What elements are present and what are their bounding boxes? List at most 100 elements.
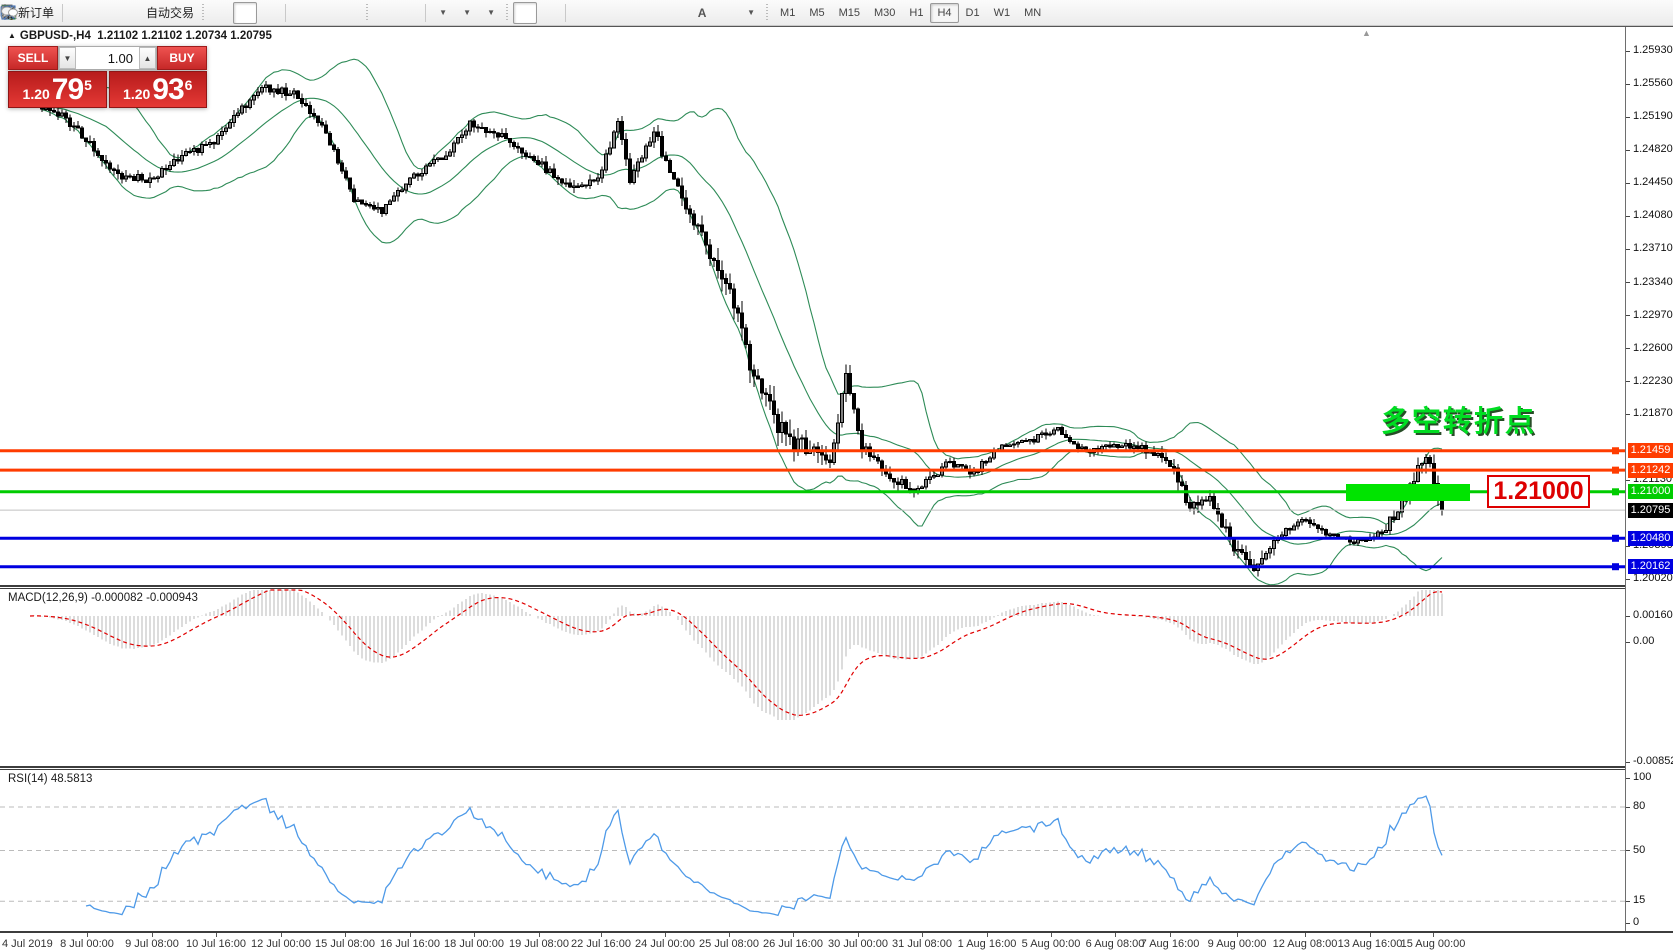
indicators-button[interactable]: ▼	[1, 2, 454, 24]
time-axis-tick	[922, 933, 923, 937]
rsi-panel-chart[interactable]	[0, 769, 1625, 931]
fibonacci-button[interactable]: F	[2, 2, 690, 24]
scale-price-badge: 1.20795	[1628, 502, 1673, 518]
arrows-button[interactable]: ▼	[4, 2, 762, 24]
timeframe-button-h4[interactable]: H4	[930, 2, 959, 23]
chart-shift-button[interactable]	[1, 2, 421, 24]
scale-tick	[1626, 479, 1630, 481]
time-axis-label: 12 Aug 08:00	[1272, 938, 1338, 950]
horizontal-line-button[interactable]	[2, 2, 618, 24]
new-order-label: 新订单	[18, 6, 55, 20]
line-anchor-handle[interactable]	[1612, 563, 1619, 571]
scale-tick-label: 1.23710	[1633, 242, 1673, 255]
trendline-button[interactable]	[2, 2, 642, 24]
time-axis-tick	[87, 933, 88, 937]
crosshair-button[interactable]	[2, 2, 561, 24]
volume-decrease-button[interactable]: ▼	[59, 47, 76, 69]
cursor-button[interactable]	[5, 1, 538, 24]
toolbar-grip[interactable]	[764, 3, 772, 22]
collapse-icon[interactable]: ▲	[8, 31, 16, 40]
market-watch-button[interactable]	[1, 2, 91, 24]
scale-tick-label: 1.22970	[1633, 308, 1673, 321]
time-axis-label: 6 Aug 08:00	[1085, 938, 1145, 950]
timeframe-button-m30[interactable]: M30	[874, 6, 896, 19]
candlestick-chart-button[interactable]	[2, 1, 258, 24]
search-button[interactable]	[1, 2, 1639, 24]
sell-button[interactable]: SELL	[8, 46, 58, 70]
time-axis-tick	[1170, 933, 1171, 937]
time-axis-label: 5 Aug 00:00	[1021, 938, 1081, 950]
line-anchor-handle[interactable]	[1612, 447, 1619, 455]
autotrading-button[interactable]: 自动交易	[2, 2, 198, 24]
main-price-chart[interactable]	[0, 27, 1625, 586]
buy-price-display[interactable]: 1.20 93 6	[108, 71, 207, 108]
timeframe-button-d1[interactable]: D1	[965, 6, 980, 19]
strategy-tester-button[interactable]	[1, 2, 139, 24]
chart-window[interactable]: ▲ GBPUSD-,H4 1.21102 1.21102 1.20734 1.20…	[0, 26, 1673, 950]
turning-point-annotation[interactable]: 多空转折点	[1381, 406, 1537, 438]
time-axis[interactable]: 4 Jul 2019 8 Jul 00:00 9 Jul 08:00 10 Jul 1…	[0, 931, 1673, 950]
time-axis-label: 10 Jul 16:00	[186, 938, 246, 950]
timeframe-buttons: M1 M5 M15 M30 H1 H4 D1 W1 MN	[773, 2, 1048, 23]
timeframe-button-m15[interactable]: M15	[838, 6, 860, 19]
panel-separator[interactable]	[0, 766, 1673, 770]
time-axis-label: 22 Jul 16:00	[571, 938, 631, 950]
timeframe-button-w1[interactable]: W1	[993, 6, 1011, 19]
toolbar-grip[interactable]	[364, 3, 372, 22]
periods-dropdown-arrow[interactable]: ▼	[463, 8, 471, 17]
data-window-button[interactable]	[0, 2, 115, 24]
toolbar-grip[interactable]	[504, 3, 512, 22]
chat-button[interactable]	[1, 2, 1663, 24]
chart-shift-marker[interactable]: ▲	[1362, 28, 1371, 38]
scale-tick-label: 1.24450	[1633, 176, 1673, 189]
text-label-button[interactable]: T	[1, 2, 738, 24]
bollinger-lower-band[interactable]	[33, 104, 1443, 586]
text-icon: A	[697, 5, 707, 20]
rsi-line	[85, 795, 1443, 917]
volume-input[interactable]	[76, 47, 139, 69]
key-level-price-label[interactable]: 1.21000	[1487, 475, 1590, 508]
vertical-line-button[interactable]	[7, 2, 594, 24]
toolbar-grip[interactable]	[200, 3, 208, 22]
arrows-dropdown-arrow[interactable]: ▼	[747, 8, 755, 17]
auto-scroll-button[interactable]	[1, 2, 397, 24]
timeframe-button-mn[interactable]: MN	[1024, 6, 1042, 19]
sell-price-display[interactable]: 1.20 79 5	[8, 71, 107, 108]
time-axis-label: 15 Jul 08:00	[315, 938, 375, 950]
time-axis-tick	[345, 933, 346, 937]
time-axis-label: 7 Aug 16:00	[1140, 938, 1200, 950]
price-scale[interactable]: 1.25930 1.25560 1.25190 1.24820 1.24450 1.240…	[1625, 27, 1673, 931]
zoom-out-button[interactable]	[1, 2, 338, 24]
tile-windows-button[interactable]	[1, 2, 362, 24]
templates-button[interactable]: ▼	[1, 2, 502, 24]
time-axis-tick	[858, 933, 859, 937]
line-anchor-handle[interactable]	[1612, 466, 1619, 474]
time-axis-label: 30 Jul 00:00	[828, 938, 888, 950]
bollinger-middle-band[interactable]	[33, 97, 1443, 545]
volume-increase-button[interactable]: ▲	[139, 47, 156, 69]
line-anchor-handle[interactable]	[1612, 488, 1619, 496]
timeframe-button-m5[interactable]: M5	[809, 6, 825, 19]
zoom-in-button[interactable]	[1, 2, 314, 24]
scale-tick	[1626, 50, 1630, 52]
scale-price-badge: 1.21459	[1628, 443, 1673, 459]
macd-panel-chart[interactable]	[0, 588, 1625, 767]
timeframe-button-h1[interactable]: H1	[909, 6, 924, 19]
buy-button[interactable]: BUY	[157, 46, 207, 70]
panel-separator[interactable]	[0, 585, 1673, 589]
line-chart-button[interactable]	[1, 2, 281, 24]
scale-tick	[1626, 83, 1630, 85]
bollinger-upper-band[interactable]	[34, 58, 1443, 525]
text-button[interactable]: A	[690, 2, 714, 24]
equidistant-channel-button[interactable]: E	[1, 2, 666, 24]
line-anchor-handle[interactable]	[1612, 534, 1619, 542]
bar-chart-button[interactable]	[2, 2, 233, 24]
scale-tick-label: 80	[1633, 800, 1646, 812]
periods-button[interactable]: ▼	[1, 2, 478, 24]
chart-title: ▲ GBPUSD-,H4 1.21102 1.21102 1.20734 1.20…	[8, 30, 272, 42]
key-level-highlight-rect[interactable]	[1346, 484, 1470, 501]
scale-tick-label: 0	[1633, 916, 1640, 928]
timeframe-button-m1[interactable]: M1	[780, 6, 796, 19]
indicators-dropdown-arrow[interactable]: ▼	[439, 8, 447, 17]
templates-dropdown-arrow[interactable]: ▼	[487, 8, 495, 17]
